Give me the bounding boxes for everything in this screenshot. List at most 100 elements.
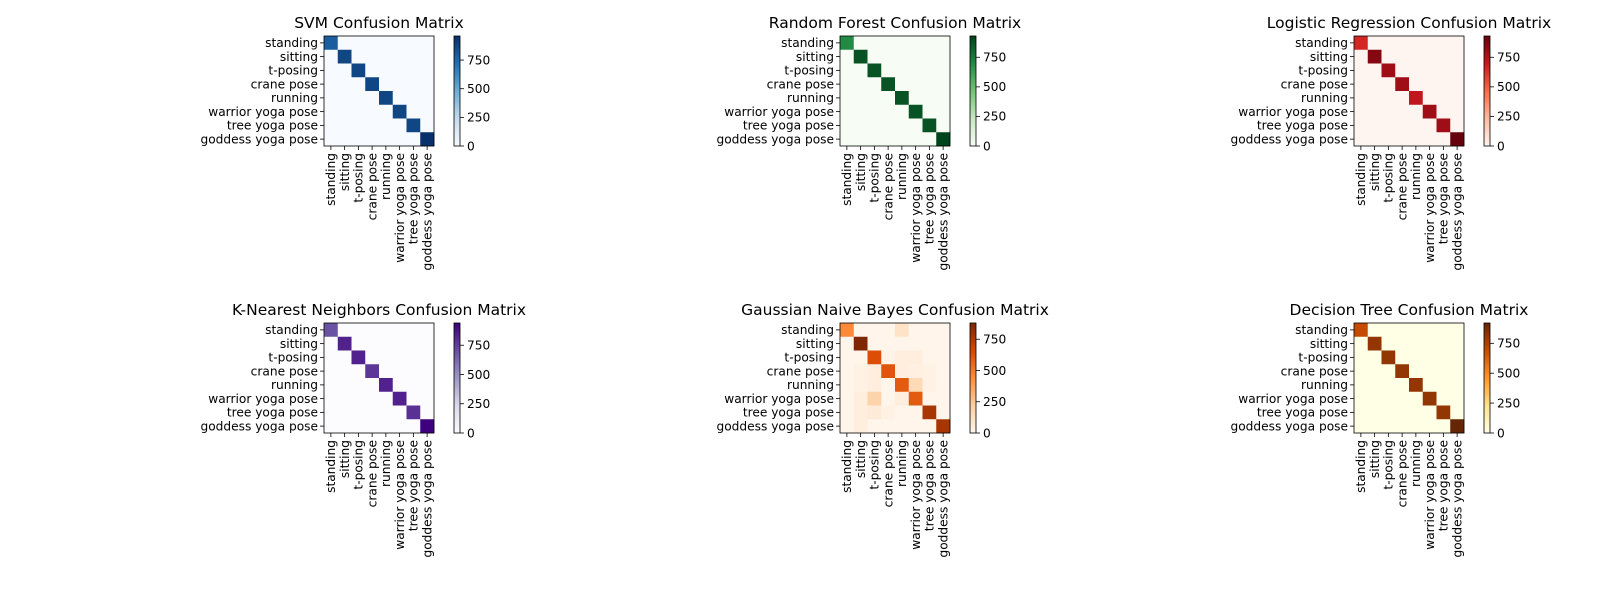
x-tick-label: standing [324, 153, 338, 206]
colorbar-segment [1484, 52, 1490, 55]
heatmap-cell [324, 323, 339, 338]
x-tick-label: t-posing [352, 440, 366, 490]
heatmap-cell [908, 132, 923, 147]
colorbar-segment [454, 324, 460, 328]
colorbar-segment [454, 425, 460, 428]
x-tick-label: crane pose [1395, 153, 1409, 220]
heatmap-cell [908, 36, 923, 51]
heatmap-cell [1409, 77, 1424, 92]
heatmap-cell [895, 350, 910, 365]
heatmap-cell [895, 36, 910, 51]
heatmap-cell [1367, 104, 1382, 119]
heatmap-cell [1395, 364, 1410, 379]
colorbar-segment [454, 107, 460, 110]
heatmap-cell [1381, 118, 1396, 133]
colorbar-segment [454, 343, 460, 346]
heatmap-cell [895, 49, 910, 64]
colorbar-segment [970, 431, 976, 434]
heatmap-cell [324, 91, 339, 106]
heatmap-cell [337, 77, 352, 92]
heatmap-cell [1381, 132, 1396, 147]
heatmap-cell [1354, 91, 1369, 106]
colorbar-segment [454, 120, 460, 123]
colorbar-segment [970, 409, 976, 412]
y-tick-label: crane pose [1281, 77, 1348, 91]
colorbar-segment [454, 334, 460, 337]
colorbar-segment [970, 365, 976, 368]
heatmap-cell [853, 77, 868, 92]
heatmap-cell [840, 378, 855, 393]
colorbar-segment [1484, 330, 1490, 333]
colorbar-segment [970, 48, 976, 52]
matrix-frame [323, 322, 435, 434]
colorbar-segment [454, 122, 460, 125]
colorbar-segment [1484, 429, 1490, 432]
heatmap-cell [1450, 49, 1465, 64]
heatmap-cell [853, 378, 868, 393]
heatmap-cell [406, 104, 421, 119]
x-tick-label: goddess yoga pose [420, 440, 434, 558]
heatmap-cell [867, 91, 882, 106]
colorbar-segment [970, 120, 976, 123]
colorbar-segment [970, 52, 976, 55]
colorbar-segment [1484, 76, 1490, 79]
colorbar-segment [1484, 125, 1490, 129]
y-tick-label: t-posing [784, 351, 834, 365]
colorbar-segment [970, 367, 976, 370]
heatmap-cell [1450, 91, 1465, 106]
colorbar-segment [454, 389, 460, 392]
colorbar-segment [454, 36, 460, 39]
colorbar-segment [454, 78, 460, 81]
heatmap-cell [420, 378, 435, 393]
heatmap-cell [1367, 405, 1382, 420]
colorbar-segment [1484, 354, 1490, 357]
heatmap-cell [406, 419, 421, 434]
heatmap-cell [936, 323, 951, 338]
heatmap-cell [351, 118, 366, 133]
x-tick-label: sitting [854, 153, 868, 191]
heatmap-cell [337, 405, 352, 420]
x-tick-label: warrior yoga pose [909, 153, 923, 263]
colorbar-segment [970, 80, 976, 83]
heatmap-cell [1381, 391, 1396, 406]
heatmap-cell [922, 77, 937, 92]
colorbar-segment [454, 326, 460, 329]
colorbar-segment [1484, 65, 1490, 68]
colorbar-segment [1484, 118, 1490, 121]
colorbar-segment [1484, 334, 1490, 337]
heatmap-cell [1354, 350, 1369, 365]
heatmap-cell [895, 336, 910, 351]
colorbar-segment [970, 39, 976, 42]
heatmap-cell [1436, 91, 1451, 106]
colorbar-segment [454, 411, 460, 414]
colorbar-segment [1484, 423, 1490, 427]
heatmap-cell [867, 118, 882, 133]
heatmap-cell [840, 323, 855, 338]
colorbar-segment [970, 376, 976, 379]
x-tick-label: t-posing [352, 153, 366, 203]
colorbar-segment [1484, 50, 1490, 53]
colorbar-segment [970, 368, 976, 372]
colorbar-segment [970, 343, 976, 346]
x-tick-label: standing [1354, 440, 1368, 493]
heatmap-cell [351, 91, 366, 106]
heatmap-cell [853, 63, 868, 78]
heatmap-cell [895, 63, 910, 78]
colorbar-segment [970, 76, 976, 79]
colorbar-segment [1484, 70, 1490, 74]
colorbar-segment [454, 346, 460, 350]
colorbar-segment [970, 412, 976, 416]
heatmap-cell [365, 118, 380, 133]
colorbar-segment [454, 109, 460, 112]
colorbar-segment [970, 334, 976, 337]
heatmap-cell [881, 364, 896, 379]
x-tick-label: tree yoga pose [407, 440, 421, 531]
heatmap-cell [379, 118, 394, 133]
heatmap-cell [337, 350, 352, 365]
colorbar-segment [454, 394, 460, 397]
colorbar-segment [1484, 116, 1490, 119]
heatmap-cell [365, 77, 380, 92]
heatmap-cell [840, 391, 855, 406]
colorbar-segment [454, 91, 460, 94]
